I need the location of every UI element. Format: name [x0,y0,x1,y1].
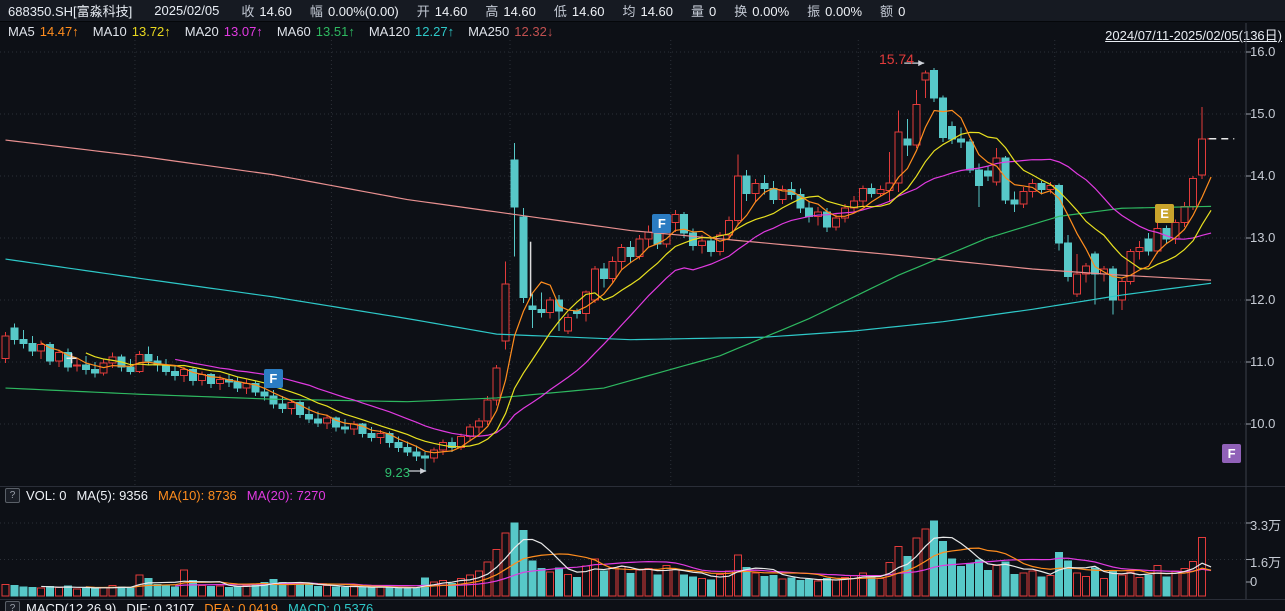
event-badge-E[interactable]: E [1155,204,1175,224]
ma-indicator-bar: MA5 14.47↑ MA10 13.72↑ MA20 13.07↑ MA60 13.51↑ M… [0,23,1058,40]
quote-field: 幅 0.00%(0.00) [309,4,399,19]
quote-field: 高 14.60 [485,4,536,19]
event-badge-F[interactable]: F [1222,444,1242,464]
event-badge-F[interactable]: F [263,369,283,389]
quote-field: 振 0.00% [807,4,863,19]
quote-date: 2025/02/05 [154,3,220,18]
macd-dea: DEA: 0.0419 [204,600,278,611]
quote-field: 开 14.60 [416,4,468,19]
vol-ma5: MA(5): 9356 [76,487,149,503]
volume-tick-label: 1.6万 [1250,554,1282,570]
ma-legend-item: MA10 13.72↑ [92,24,171,39]
ma-legend-item: MA5 14.47↑ [8,24,79,39]
macd-header: ? MACD(12,26,9) DIF: 0.3107 DEA: 0.0419 … [0,600,383,611]
vol-value: VOL: 0 [26,487,67,503]
gridlines [0,40,1246,560]
vol-ma20: MA(20): 7270 [246,487,326,503]
high-price-label: 15.74 [878,51,914,67]
quote-field: 低 14.60 [553,4,605,19]
quote-field: 换 0.00% [734,4,790,19]
price-tick-label: 16.0 [1250,44,1276,59]
ma-legend-item: MA60 13.51↑ [276,24,355,39]
macd-title: MACD(12,26,9) [26,600,117,611]
stock-code-name: 688350.SH[富淼科技] [8,4,133,19]
quote-field: 收 14.60 [241,4,292,19]
macd-value: MACD: 0.5376 [287,600,374,611]
price-tick-label: 13.0 [1250,230,1276,245]
volume-header: ? VOL: 0 MA(5): 9356 MA(10): 8736 MA(20)… [0,487,336,503]
volume-tick-label: 3.3万 [1250,518,1282,533]
help-icon[interactable]: ? [5,600,20,611]
macd-dif: DIF: 0.3107 [126,600,195,611]
ma-legend-item: MA120 12.27↑ [368,24,455,39]
ma-legend-item: MA20 13.07↑ [184,24,263,39]
price-tick-label: 11.0 [1250,354,1275,369]
quote-field: 均 14.60 [622,4,674,19]
volume-tick-label: 0 [1250,574,1258,589]
price-tick-label: 12.0 [1250,292,1276,307]
candles-layer [1,68,1215,472]
ma-legend-item: MA250 12.32↓ [468,24,554,39]
price-tick-label: 14.0 [1250,168,1276,183]
vol-ma10: MA(10): 8736 [158,487,237,503]
low-price-label: 9.23 [384,465,410,480]
date-range-link[interactable]: 2024/07/11-2025/02/05(136日) [1105,28,1282,43]
quote-fields: 收 14.60 幅 0.00%(0.00) 开 14.60 高 14.60 低 14.60 均 14.… [241,1,923,20]
volume-bars [1,520,1212,597]
quote-bar: 688350.SH[富淼科技] 2025/02/05 收 14.60 幅 0.00%(… [0,0,1285,22]
event-badge-F[interactable]: F [652,214,672,234]
price-tick-label: 15.0 [1250,106,1276,121]
price-tick-label: 10.0 [1250,416,1276,431]
help-icon[interactable]: ? [5,487,20,503]
